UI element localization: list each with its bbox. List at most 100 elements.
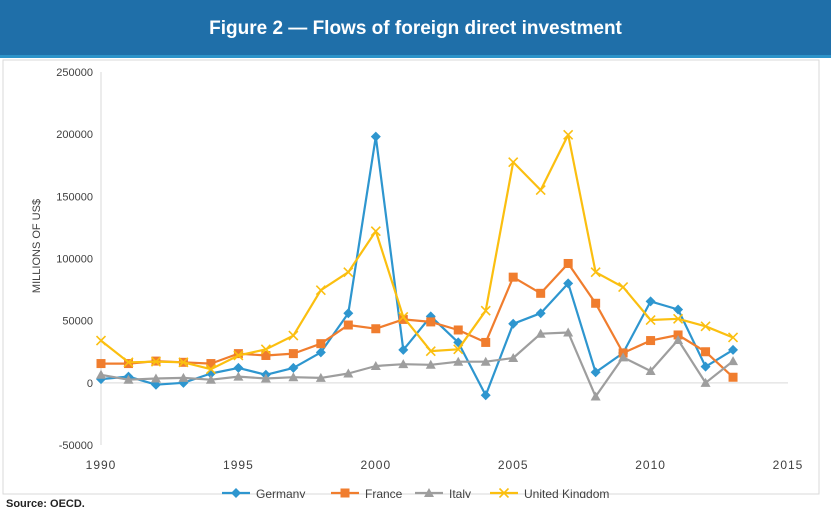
x-tick-label: 1995 — [223, 458, 254, 472]
data-point-germany — [700, 361, 711, 372]
data-point-italy — [590, 391, 601, 401]
series-line-italy — [100, 331, 734, 398]
data-point-italy — [728, 356, 739, 366]
series-united-kingdom — [95, 129, 739, 375]
legend-marker — [424, 488, 434, 497]
data-point-united-kingdom — [425, 346, 436, 357]
data-point-italy — [343, 368, 354, 378]
series-italy — [96, 327, 739, 401]
data-point-united-kingdom — [205, 364, 216, 375]
data-point-italy — [178, 372, 189, 382]
data-point-united-kingdom — [700, 321, 711, 332]
data-point-united-kingdom — [260, 344, 271, 355]
data-point-germany — [535, 308, 546, 319]
data-point-united-kingdom — [508, 157, 519, 168]
legend-label: France — [365, 487, 403, 498]
figure-title: Figure 2 — Flows of foreign direct inves… — [209, 18, 622, 39]
series-line-france — [101, 262, 734, 379]
data-point-united-kingdom — [618, 282, 629, 293]
data-point-france — [371, 324, 381, 334]
data-point-italy — [315, 372, 326, 382]
data-point-italy — [233, 371, 244, 381]
chart-border — [2, 59, 820, 495]
legend-marker — [340, 488, 350, 498]
y-tick-label: -50000 — [59, 440, 93, 452]
data-point-united-kingdom — [590, 267, 601, 278]
data-point-united-kingdom — [645, 314, 656, 326]
series-layer — [95, 129, 739, 401]
data-point-france — [123, 359, 133, 369]
data-point-france — [206, 359, 216, 369]
data-point-germany — [343, 308, 354, 319]
data-point-italy — [480, 356, 491, 366]
data-point-italy — [508, 352, 519, 362]
legend-item: Italy — [415, 487, 471, 498]
data-point-france — [646, 336, 656, 346]
data-point-italy — [398, 359, 409, 369]
x-tick-label: 2015 — [773, 458, 804, 472]
data-point-united-kingdom — [563, 129, 574, 140]
data-point-france — [398, 314, 408, 324]
data-point-united-kingdom — [480, 305, 491, 316]
data-point-germany — [728, 344, 739, 355]
data-point-united-kingdom — [673, 313, 684, 324]
data-point-germany — [480, 390, 491, 401]
data-point-france — [233, 349, 243, 359]
data-point-italy — [645, 366, 656, 376]
data-point-germany — [398, 344, 409, 355]
y-tick-label: 250000 — [56, 67, 93, 79]
data-point-france — [96, 359, 106, 369]
legend-marker — [231, 488, 241, 498]
data-point-france — [563, 258, 573, 268]
data-point-italy — [260, 373, 271, 383]
data-point-france — [261, 350, 271, 360]
data-point-germany — [370, 131, 381, 142]
data-point-germany — [645, 296, 656, 307]
x-tick-label: 1990 — [86, 458, 117, 472]
x-tick-label: 2010 — [635, 458, 666, 472]
data-point-italy — [96, 369, 106, 379]
data-point-france — [701, 347, 711, 357]
data-point-united-kingdom — [727, 332, 739, 343]
data-point-italy — [205, 374, 216, 384]
data-point-france — [288, 349, 298, 359]
data-point-germany — [508, 318, 519, 329]
data-point-germany — [315, 347, 326, 358]
y-tick-label: 200000 — [56, 129, 93, 141]
data-point-united-kingdom — [343, 267, 354, 278]
data-point-united-kingdom — [95, 335, 107, 346]
figure-title-banner: Figure 2 — Flows of foreign direct inves… — [0, 0, 831, 58]
data-point-united-kingdom — [370, 226, 381, 237]
data-point-germany — [563, 278, 574, 289]
y-tick-label: 100000 — [56, 254, 93, 266]
data-point-italy — [123, 374, 134, 384]
data-point-italy — [563, 327, 574, 337]
data-point-united-kingdom — [315, 285, 326, 296]
data-point-united-kingdom — [123, 357, 134, 368]
data-point-france — [343, 320, 353, 330]
fdi-line-chart: -50000 0 50000 100000 150000 200000 250000 199… — [2, 59, 820, 498]
data-point-italy — [150, 373, 161, 383]
data-point-united-kingdom — [288, 330, 299, 341]
data-point-italy — [370, 361, 381, 371]
data-point-united-kingdom — [535, 185, 546, 196]
x-axis-ticks: 1990 1995 2000 2005 2010 2015 — [86, 458, 804, 472]
data-point-germany — [673, 304, 684, 315]
data-point-france — [591, 298, 601, 308]
y-axis-ticks: -50000 0 50000 100000 150000 200000 250000 — [56, 67, 93, 452]
data-point-italy — [535, 328, 546, 338]
data-point-france — [453, 325, 463, 335]
data-point-germany — [233, 362, 244, 373]
data-point-italy — [618, 352, 629, 362]
y-tick-label: 0 — [87, 378, 93, 390]
data-point-united-kingdom — [233, 350, 244, 361]
source-note: Source: OECD. — [6, 498, 85, 510]
legend-item: Germany — [222, 487, 305, 498]
data-point-italy — [425, 359, 436, 369]
legend: Germany France Italy United Kingdom — [222, 487, 609, 498]
x-tick-label: 2005 — [498, 458, 529, 472]
series-line-united-kingdom — [100, 133, 734, 371]
data-point-france — [426, 317, 436, 327]
y-tick-label: 150000 — [56, 191, 93, 203]
data-point-united-kingdom — [453, 344, 464, 355]
